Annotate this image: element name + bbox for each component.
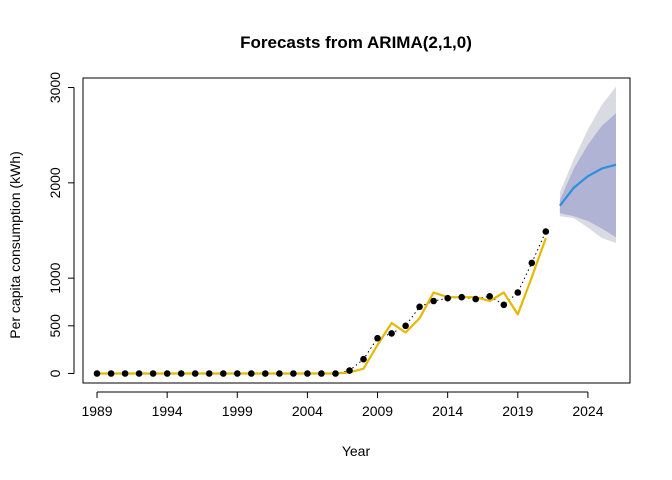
y-tick-label: 500	[47, 314, 63, 338]
observed-point	[220, 370, 227, 377]
forecast-mean-line	[559, 163, 617, 207]
observed-point	[416, 303, 423, 311]
observed-point	[177, 370, 185, 377]
forecast-interval-bands	[559, 86, 616, 243]
y-tick-label: 1000	[47, 262, 63, 293]
observed-point	[276, 370, 283, 377]
observed-point	[346, 367, 353, 374]
observed-point	[290, 370, 297, 377]
x-tick-label: 1994	[152, 403, 183, 419]
y-tick-label: 3000	[47, 72, 63, 103]
observed-point	[472, 295, 480, 303]
x-tick-label: 2009	[362, 403, 393, 419]
observed-point	[107, 370, 115, 377]
observed-point	[149, 370, 157, 377]
observed-point	[205, 370, 213, 377]
observed-point	[430, 297, 437, 305]
x-tick-label: 2004	[292, 403, 323, 419]
observed-point	[542, 228, 550, 235]
x-tick-label: 2024	[572, 403, 603, 419]
observed-point	[163, 370, 171, 377]
x-tick-label: 2014	[432, 403, 463, 419]
observed-point	[458, 293, 466, 301]
fitted-series-line	[97, 237, 547, 375]
y-axis: 0 500 1000 2000 3000	[47, 72, 75, 377]
x-tick-label: 1989	[81, 403, 112, 419]
chart-title: Forecasts from ARIMA(2,1,0)	[240, 33, 472, 52]
x-tick-label: 1999	[222, 403, 253, 419]
observed-point	[402, 322, 409, 330]
plot-area-border	[82, 77, 631, 384]
observed-point	[234, 370, 241, 377]
observed-point	[304, 370, 311, 377]
y-axis-label: Per capita consumption (kWh)	[7, 151, 23, 339]
x-axis-label: Year	[342, 443, 371, 459]
observed-point	[332, 370, 339, 377]
y-tick-label: 2000	[47, 167, 63, 198]
observed-point	[444, 294, 452, 302]
observed-point	[135, 370, 143, 377]
observed-point	[262, 370, 269, 377]
observed-point	[500, 301, 508, 309]
observed-point	[121, 370, 129, 377]
observed-point	[93, 370, 101, 377]
observed-point	[248, 370, 255, 377]
observed-point	[318, 370, 325, 377]
x-tick-label: 2019	[502, 403, 533, 419]
observed-point	[374, 334, 381, 342]
observed-point	[191, 370, 199, 377]
series-layer	[93, 163, 617, 377]
observed-point	[514, 289, 522, 296]
observed-point	[528, 259, 536, 267]
x-axis: 1989 1994 1999 2004 2009 2014 2019 2024	[81, 391, 604, 419]
y-tick-label: 0	[47, 369, 63, 377]
observed-point	[360, 355, 367, 363]
observed-point	[486, 293, 494, 300]
observed-point	[388, 330, 395, 337]
observed-series-line	[97, 231, 547, 374]
